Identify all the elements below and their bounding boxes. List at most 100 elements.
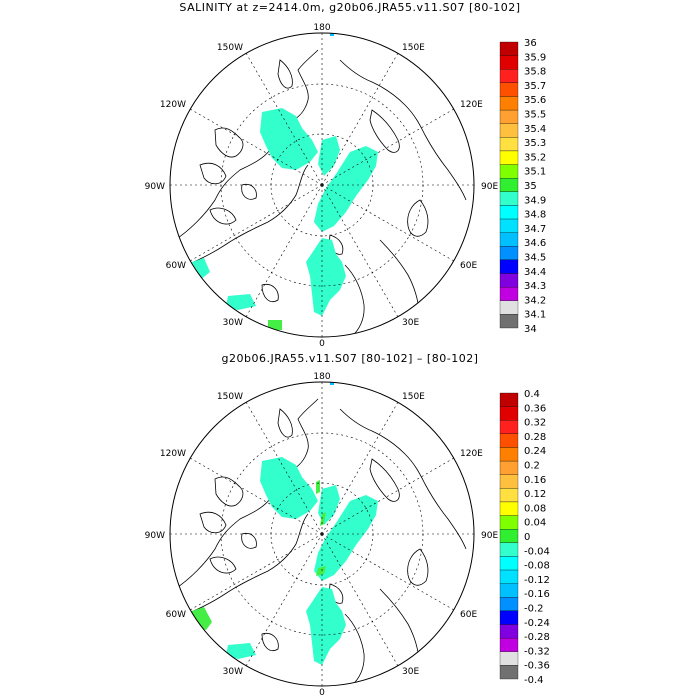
colorbar-swatch <box>499 542 519 557</box>
colorbar-label: 35 <box>524 181 537 192</box>
colorbar-label: 0.08 <box>524 503 546 514</box>
colorbar-swatch <box>499 488 519 503</box>
colorbar-swatch <box>499 82 519 97</box>
colorbar-swatch <box>499 460 519 475</box>
colorbar-label: 35.2 <box>524 152 546 163</box>
colorbar-label: 34.2 <box>524 295 546 306</box>
colorbar-swatch <box>499 150 519 165</box>
colorbar-label: 0.36 <box>524 403 546 414</box>
colorbar-swatch <box>499 556 519 571</box>
colorbar-label: 34.8 <box>524 210 546 221</box>
colorbar-label: 0.12 <box>524 489 546 500</box>
colorbar-label: -0.04 <box>524 546 550 557</box>
colorbar-swatch <box>499 191 519 206</box>
lon-label-60e: 60E <box>460 610 477 620</box>
colorbar-swatch <box>499 41 519 56</box>
map-border <box>169 32 475 338</box>
colorbar-label: 35.5 <box>524 110 546 121</box>
lon-label-30e: 30E <box>402 318 419 328</box>
lon-label-180: 180 <box>313 372 330 382</box>
colorbar-swatch <box>499 569 519 584</box>
colorbar-label: 35.6 <box>524 95 546 106</box>
colorbar-label: -0.24 <box>524 618 550 629</box>
lon-label-150w: 150W <box>217 43 243 53</box>
lon-label-120e: 120E <box>460 449 483 459</box>
colorbar-label: 0.4 <box>524 389 540 400</box>
colorbar-label: 35.1 <box>524 167 546 178</box>
lon-label-120e: 120E <box>460 100 483 110</box>
colorbar-label: 34.9 <box>524 195 546 206</box>
colorbar-label: -0.12 <box>524 575 550 586</box>
colorbar-swatch <box>499 515 519 530</box>
colorbar-label: 34.1 <box>524 310 546 321</box>
colorbar-label: 34.6 <box>524 238 546 249</box>
lon-label-90e: 90E <box>481 531 498 541</box>
colorbar-swatch <box>499 96 519 111</box>
map-border <box>169 381 475 687</box>
colorbar-label: -0.28 <box>524 632 550 643</box>
colorbar-swatch <box>499 624 519 639</box>
lon-label-0: 0 <box>319 688 325 698</box>
lon-label-30e: 30E <box>402 667 419 677</box>
colorbar-swatch <box>499 246 519 261</box>
colorbar-label: 34.5 <box>524 253 546 264</box>
colorbar-swatch <box>499 259 519 274</box>
colorbar-swatch <box>499 69 519 84</box>
colorbar-label: 0.28 <box>524 432 546 443</box>
colorbar-swatch <box>499 392 519 407</box>
colorbar-swatch <box>499 232 519 247</box>
graticule <box>170 382 474 686</box>
lon-labels: 180 150E 120E 90E 60E 30E 0 30W 60W 90W … <box>145 372 499 698</box>
graticule <box>170 33 474 337</box>
colorbar-swatch <box>499 637 519 652</box>
colorbar-label: 35.3 <box>524 138 546 149</box>
colorbar-label: -0.4 <box>524 675 544 686</box>
difference-field <box>192 382 378 665</box>
colorbar-label: 35.7 <box>524 81 546 92</box>
lon-label-90w: 90W <box>145 531 165 541</box>
colorbar-label: -0.36 <box>524 661 550 672</box>
lon-label-90w: 90W <box>145 182 165 192</box>
colorbar-swatch <box>499 433 519 448</box>
colorbar-swatch <box>499 529 519 543</box>
salinity-field <box>192 33 378 330</box>
colorbar-label: 34 <box>524 324 537 335</box>
colorbar-swatch <box>499 109 519 124</box>
colorbar-swatch <box>499 501 519 516</box>
colorbar-swatch <box>499 205 519 220</box>
lon-label-90e: 90E <box>481 182 498 192</box>
colorbar-swatch <box>499 651 519 666</box>
colorbar-label: 0.32 <box>524 418 546 429</box>
colorbar-label: 0.04 <box>524 518 546 529</box>
colorbar-swatch <box>499 164 519 179</box>
lon-label-60w: 60W <box>166 610 186 620</box>
colorbar-swatch <box>499 474 519 489</box>
lon-label-120w: 120W <box>160 449 186 459</box>
colorbar-label: 0 <box>524 532 530 543</box>
colorbar-swatch <box>499 610 519 625</box>
lon-label-150e: 150E <box>402 392 425 402</box>
panel1-colorbar: 36 35.9 35.8 35.7 35.6 35.5 35.4 35.3 35.2 35.1 35… <box>499 38 546 335</box>
colorbar-swatch <box>499 286 519 301</box>
colorbar-swatch <box>499 665 519 680</box>
colorbar-swatch <box>499 273 519 288</box>
panel2-colorbar: 0.4 0.36 0.32 0.28 0.24 0.2 0.16 0.12 0.08 0.04 0 -… <box>499 389 550 686</box>
lon-label-60w: 60W <box>166 261 186 271</box>
colorbar-label: -0.08 <box>524 561 550 572</box>
colorbar-label: 0.24 <box>524 446 546 457</box>
colorbar-label: 35.8 <box>524 67 546 78</box>
lon-label-150e: 150E <box>402 43 425 53</box>
lon-label-0: 0 <box>319 339 325 349</box>
panel1-map: 180 150E 120E 90E 60E 30E 0 30W 60W 90W … <box>145 23 499 349</box>
colorbar-swatch <box>499 406 519 421</box>
lon-label-180: 180 <box>313 23 330 33</box>
colorbar-label: 34.3 <box>524 281 546 292</box>
colorbar-swatch <box>499 314 519 329</box>
colorbar-swatch <box>499 300 519 315</box>
panel2-title: g20b06.JRA55.v11.S07 [80-102] – [80-102] <box>221 352 479 365</box>
colorbar-swatch <box>499 137 519 152</box>
lon-label-120w: 120W <box>160 100 186 110</box>
colorbar-label: 35.9 <box>524 52 546 63</box>
colorbar-label: 34.7 <box>524 224 546 235</box>
